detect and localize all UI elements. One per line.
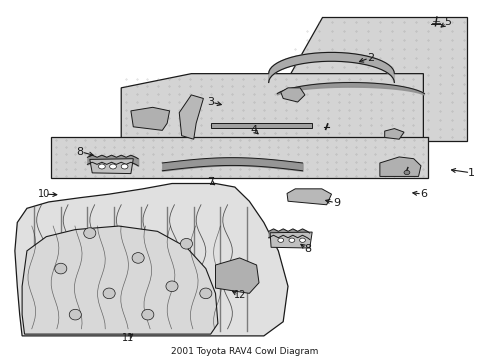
Text: 8: 8: [303, 244, 310, 254]
Polygon shape: [51, 138, 427, 178]
Polygon shape: [379, 157, 420, 176]
Polygon shape: [90, 159, 133, 174]
Polygon shape: [277, 82, 424, 95]
Text: 5: 5: [443, 17, 450, 27]
Text: 11: 11: [122, 333, 134, 343]
Circle shape: [299, 238, 305, 242]
Polygon shape: [121, 74, 423, 144]
Polygon shape: [286, 189, 331, 205]
Polygon shape: [268, 53, 393, 82]
Circle shape: [288, 238, 294, 242]
Ellipse shape: [132, 253, 144, 263]
Polygon shape: [215, 258, 259, 293]
Circle shape: [109, 164, 116, 169]
Text: 8: 8: [77, 147, 83, 157]
Polygon shape: [210, 123, 311, 127]
Text: 3: 3: [207, 97, 214, 107]
Text: 4: 4: [250, 125, 257, 135]
Polygon shape: [179, 95, 203, 139]
Ellipse shape: [142, 309, 154, 320]
Text: 1: 1: [468, 168, 474, 178]
Polygon shape: [22, 226, 218, 334]
Polygon shape: [15, 184, 287, 336]
Ellipse shape: [200, 288, 211, 299]
Circle shape: [277, 238, 283, 242]
Ellipse shape: [165, 281, 178, 292]
Polygon shape: [269, 232, 311, 248]
Polygon shape: [280, 88, 305, 102]
Text: 2001 Toyota RAV4 Cowl Diagram: 2001 Toyota RAV4 Cowl Diagram: [170, 347, 318, 356]
Ellipse shape: [103, 288, 115, 299]
Polygon shape: [384, 129, 403, 139]
Ellipse shape: [83, 228, 96, 238]
Polygon shape: [131, 107, 169, 130]
Circle shape: [121, 164, 128, 169]
Circle shape: [403, 170, 409, 175]
Text: 9: 9: [332, 198, 339, 208]
Ellipse shape: [180, 238, 192, 249]
Text: 12: 12: [233, 290, 245, 300]
Text: 10: 10: [38, 189, 50, 199]
Ellipse shape: [55, 263, 67, 274]
Text: 2: 2: [366, 53, 373, 63]
Text: 6: 6: [419, 189, 426, 199]
Circle shape: [98, 164, 105, 169]
Text: 7: 7: [207, 177, 214, 187]
Polygon shape: [251, 17, 466, 141]
Ellipse shape: [69, 309, 81, 320]
